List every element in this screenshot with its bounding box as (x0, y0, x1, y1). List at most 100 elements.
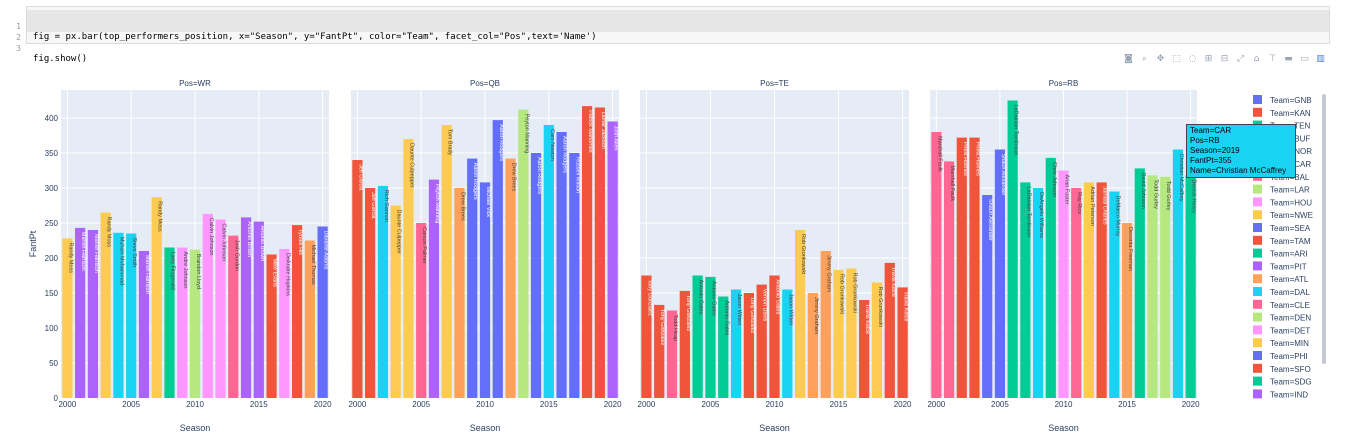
bar[interactable] (317, 226, 328, 399)
bar[interactable] (581, 106, 593, 398)
bar[interactable] (1109, 191, 1120, 399)
legend-item[interactable]: Team=KAN (1270, 109, 1311, 118)
legend-item[interactable]: Team=GNB (1270, 96, 1312, 105)
bar[interactable] (177, 247, 188, 399)
bar[interactable] (1096, 182, 1107, 398)
bar[interactable] (556, 132, 567, 398)
bar[interactable] (769, 275, 780, 399)
bar[interactable] (807, 293, 819, 398)
zoom-out-icon[interactable]: ⊟ (1220, 54, 1229, 64)
bar[interactable] (390, 205, 401, 399)
bar[interactable] (1083, 182, 1095, 398)
bar[interactable] (1032, 188, 1044, 398)
legend-swatch[interactable] (1253, 325, 1262, 335)
spike-lines-icon[interactable]: ⊤ (1268, 54, 1277, 64)
legend-item[interactable]: Team=DEN (1270, 314, 1311, 323)
bar[interactable] (1020, 182, 1031, 398)
legend-swatch[interactable] (1253, 312, 1262, 322)
bar[interactable] (352, 160, 363, 398)
legend-swatch[interactable] (1253, 107, 1262, 117)
bar[interactable] (75, 227, 86, 398)
legend-item[interactable]: Team=LAR (1270, 186, 1310, 195)
bar[interactable] (189, 249, 201, 398)
bar[interactable] (641, 275, 652, 399)
bar[interactable] (782, 289, 793, 399)
bar[interactable] (705, 276, 716, 398)
hover-closest-icon[interactable]: ▬ (1284, 54, 1293, 64)
bar[interactable] (1160, 176, 1171, 398)
bar[interactable] (518, 109, 529, 398)
legend-swatch[interactable] (1253, 389, 1262, 399)
bar[interactable] (62, 238, 73, 398)
bar[interactable] (931, 132, 942, 398)
code-line-1[interactable]: 1 fig = px.bar(top_performers_position, … (16, 10, 596, 42)
bar[interactable] (87, 230, 99, 398)
legend-item[interactable]: Team=PHI (1270, 352, 1308, 361)
legend-swatch[interactable] (1253, 376, 1262, 386)
box-select-icon[interactable]: ⬚ (1172, 54, 1181, 64)
bar[interactable] (1134, 168, 1145, 398)
bar[interactable] (454, 188, 465, 398)
legend-swatch[interactable] (1253, 363, 1262, 373)
bar[interactable] (846, 268, 857, 399)
bar[interactable] (304, 240, 315, 399)
legend-swatch[interactable] (1253, 223, 1262, 232)
bar[interactable] (240, 217, 252, 398)
bar[interactable] (956, 137, 967, 398)
legend-item[interactable]: Team=SFO (1270, 365, 1311, 374)
bar[interactable] (994, 149, 1006, 399)
legend-item[interactable]: Team=PIT (1270, 262, 1307, 271)
bar[interactable] (164, 247, 175, 399)
legend-scrollbar[interactable] (1322, 94, 1326, 364)
bar[interactable] (969, 137, 980, 398)
legend-item[interactable]: Team=TAM (1270, 237, 1311, 246)
bar[interactable] (1121, 223, 1133, 398)
bar[interactable] (228, 235, 239, 398)
legend-item[interactable]: Team=ARI (1270, 250, 1308, 259)
legend-swatch[interactable] (1253, 261, 1262, 271)
bar[interactable] (794, 230, 806, 398)
bar[interactable] (530, 153, 542, 398)
bar[interactable] (253, 221, 264, 398)
code-cell[interactable]: 1 fig = px.bar(top_performers_position, … (16, 6, 1330, 64)
pan-icon[interactable]: ✥ (1156, 54, 1165, 64)
bar[interactable] (730, 289, 742, 399)
bar[interactable] (266, 254, 277, 399)
legend-swatch[interactable] (1253, 351, 1262, 360)
bar[interactable] (692, 275, 703, 399)
legend-swatch[interactable] (1253, 287, 1262, 296)
bar[interactable] (505, 158, 516, 398)
hover-compare-icon[interactable]: ▭ (1300, 54, 1309, 64)
bar[interactable] (982, 195, 993, 398)
bar[interactable] (365, 188, 376, 398)
zoom-in-icon[interactable]: ⊞ (1204, 54, 1213, 64)
bar[interactable] (428, 179, 440, 398)
bar[interactable] (467, 158, 478, 398)
bar[interactable] (718, 296, 729, 399)
bar[interactable] (1185, 175, 1196, 398)
legend-item[interactable]: Team=CLE (1270, 301, 1310, 310)
code-line-2[interactable]: 2 (16, 21, 49, 42)
bar[interactable] (113, 232, 124, 398)
legend-swatch[interactable] (1253, 248, 1262, 258)
bar[interactable] (820, 251, 831, 398)
bar[interactable] (377, 185, 389, 398)
legend-swatch[interactable] (1253, 184, 1262, 194)
bar[interactable] (654, 304, 665, 398)
bar[interactable] (569, 153, 580, 398)
camera-icon[interactable]: ◙ (1124, 54, 1133, 64)
legend-swatch[interactable] (1253, 299, 1262, 309)
bar[interactable] (202, 213, 213, 398)
legend-item[interactable]: Team=ATL (1270, 275, 1309, 284)
legend-item[interactable]: Team=DET (1270, 326, 1310, 335)
legend-item[interactable]: Team=SDG (1270, 378, 1312, 387)
bar[interactable] (1007, 100, 1018, 399)
bar[interactable] (279, 248, 290, 398)
bar[interactable] (138, 251, 150, 398)
legend-item[interactable]: Team=SEA (1270, 224, 1311, 233)
bar[interactable] (943, 161, 955, 398)
bar[interactable] (1045, 157, 1056, 398)
bar[interactable] (492, 120, 503, 398)
legend-item[interactable]: Team=HOU (1270, 198, 1312, 207)
bar[interactable] (126, 233, 137, 399)
